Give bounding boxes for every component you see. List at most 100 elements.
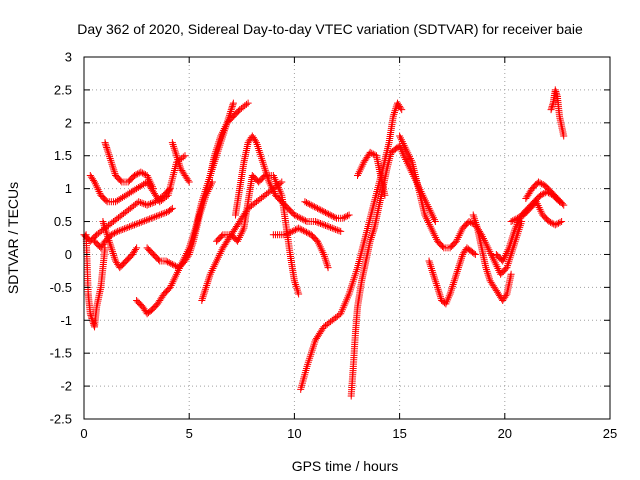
data-point [132, 246, 140, 254]
data-point [551, 221, 559, 229]
data-point [112, 228, 120, 236]
data-point [172, 150, 180, 158]
data-point [455, 262, 463, 270]
data-point [204, 278, 212, 286]
data-point [136, 182, 144, 190]
data-point [146, 200, 154, 208]
data-point [381, 191, 389, 199]
data-markers [80, 86, 568, 400]
data-point [313, 218, 321, 226]
data-point [138, 181, 146, 189]
data-point [331, 213, 339, 221]
series-track-h [143, 178, 216, 272]
data-point [171, 148, 179, 156]
data-point [325, 223, 333, 231]
y-tick-label: 3 [65, 50, 72, 65]
data-point [548, 102, 556, 110]
data-point [432, 280, 440, 288]
series-track-u [469, 211, 515, 305]
data-point [101, 139, 109, 147]
data-point [199, 293, 207, 301]
x-tick-label: 15 [392, 426, 406, 441]
y-axis-label: SDTVAR / TECUs [5, 182, 21, 294]
data-point [111, 170, 119, 178]
data-point [86, 310, 94, 318]
data-point [115, 196, 123, 204]
data-point [398, 106, 406, 114]
y-tick-label: 0.5 [54, 214, 72, 229]
data-point [296, 225, 304, 233]
data-point [149, 185, 157, 193]
data-point [456, 260, 464, 268]
data-point [105, 151, 113, 159]
data-point [137, 168, 145, 176]
data-point [548, 104, 556, 112]
data-point [157, 210, 165, 218]
series-track-r [354, 148, 389, 199]
series-track-b [86, 152, 189, 206]
x-axis-label: GPS time / hours [292, 458, 399, 474]
data-point [554, 219, 562, 227]
data-point [553, 91, 561, 99]
data-point [484, 269, 492, 277]
data-point [297, 214, 305, 222]
data-point [317, 206, 325, 214]
x-tick-label: 5 [186, 426, 193, 441]
data-point [165, 186, 173, 194]
data-point [340, 213, 348, 221]
data-point [244, 99, 252, 107]
data-point [370, 226, 378, 234]
data-point [109, 230, 117, 238]
data-point [181, 152, 189, 160]
series-track-f [99, 218, 141, 272]
data-point [290, 211, 298, 219]
data-point [117, 177, 125, 185]
data-point [162, 208, 170, 216]
data-point [435, 289, 443, 297]
data-point [483, 267, 491, 275]
data-point [427, 263, 435, 271]
data-point [328, 224, 336, 232]
series-track-e [91, 204, 176, 252]
data-point [139, 218, 147, 226]
data-point [144, 216, 152, 224]
data-point [166, 185, 174, 193]
data-point [469, 211, 477, 219]
series-track-s [396, 132, 526, 278]
data-point [302, 199, 310, 207]
data-point [154, 212, 162, 220]
data-point [142, 216, 150, 224]
data-point [285, 229, 293, 237]
data-point [117, 195, 125, 203]
data-point [115, 227, 123, 235]
y-tick-label: 2.5 [54, 82, 72, 97]
data-point [430, 272, 438, 280]
data-point [335, 227, 343, 235]
data-point [368, 232, 376, 240]
data-point [323, 260, 331, 268]
data-point [102, 142, 110, 150]
data-point [170, 261, 178, 269]
data-point [560, 201, 568, 209]
data-point [295, 213, 303, 221]
data-point [315, 219, 323, 227]
data-point [314, 204, 322, 212]
data-point [137, 218, 145, 226]
y-tick-label: 2 [65, 115, 72, 130]
data-point [126, 189, 134, 197]
x-tick-label: 20 [498, 426, 512, 441]
data-point [452, 271, 460, 279]
data-point [125, 223, 133, 231]
data-point [198, 295, 206, 303]
data-point [143, 201, 151, 209]
data-point [507, 270, 515, 278]
series-track-p [297, 99, 406, 393]
data-point [507, 218, 515, 226]
data-point [513, 214, 521, 222]
data-point [154, 256, 162, 264]
data-point [482, 265, 490, 273]
series-track-t [425, 244, 479, 308]
data-point [552, 89, 560, 97]
data-point [114, 227, 122, 235]
data-point [324, 264, 332, 272]
